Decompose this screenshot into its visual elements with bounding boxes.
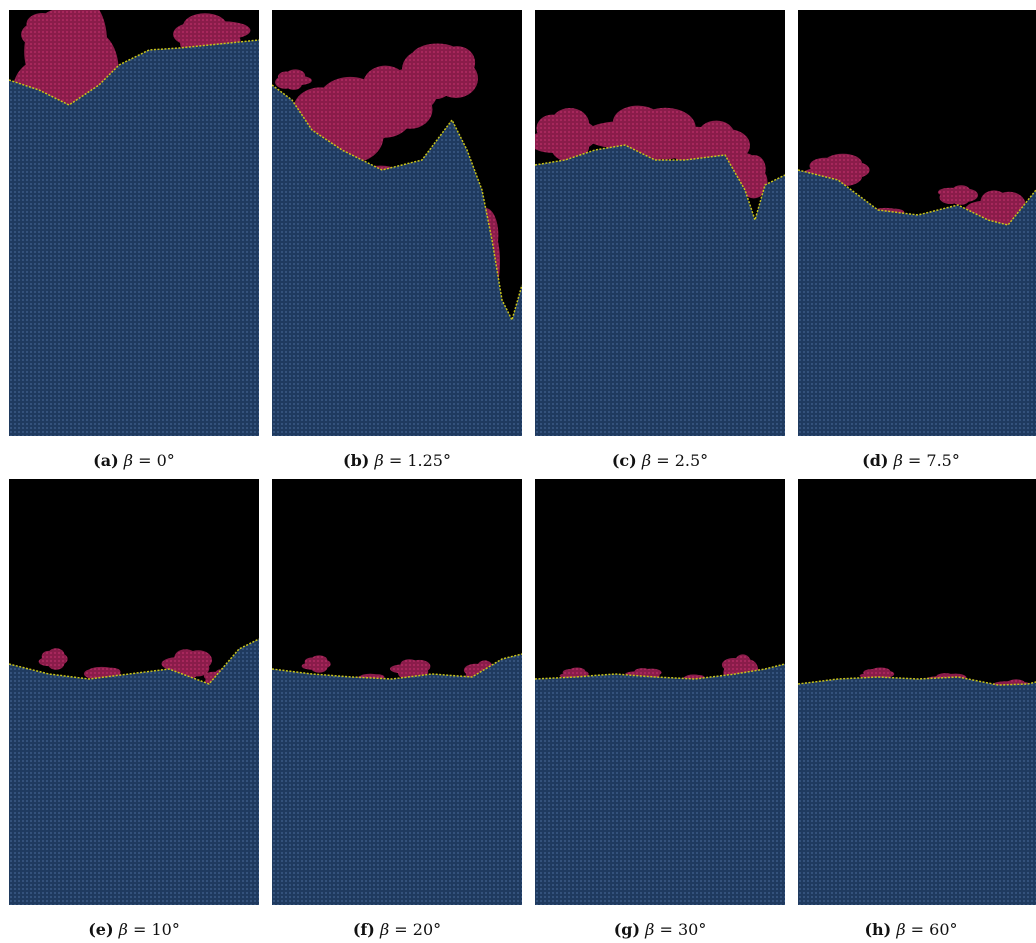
- interface-front: [272, 84, 522, 323]
- panel-b-image: [272, 10, 522, 436]
- panel-c-image: [535, 10, 785, 436]
- invaded-cluster: [870, 667, 891, 676]
- caption-h: (h) β = 60°: [864, 920, 958, 939]
- invaded-cluster: [641, 668, 662, 677]
- invaded-cluster: [956, 188, 978, 202]
- panel-f: [272, 479, 522, 905]
- invaded-cluster: [275, 75, 295, 89]
- invaded-cluster: [310, 655, 328, 666]
- caption-b: (b) β = 1.25°: [343, 451, 451, 470]
- invaded-cluster: [434, 59, 478, 98]
- solid-region: [9, 40, 259, 436]
- caption-c: (c) β = 2.5°: [611, 451, 709, 470]
- invaded-cluster: [21, 21, 60, 48]
- panel-d-image: [798, 10, 1036, 436]
- interface-front: [798, 676, 1036, 686]
- invaded-cluster: [408, 659, 431, 673]
- panel-e: [9, 479, 259, 905]
- solid-region: [798, 170, 1036, 436]
- panel-c: [535, 10, 785, 436]
- invaded-cluster: [550, 108, 590, 141]
- invaded-cluster: [47, 648, 65, 662]
- solid-region: [535, 664, 785, 905]
- interface-front: [272, 653, 522, 680]
- interface-front: [535, 663, 785, 680]
- solid-region: [272, 654, 522, 905]
- panel-a: [9, 10, 259, 436]
- interface-front: [798, 169, 1036, 226]
- invaded-cluster: [823, 153, 863, 174]
- interface-front: [9, 39, 259, 106]
- panel-a-image: [9, 10, 259, 436]
- solid-region: [535, 145, 785, 436]
- invaded-cluster: [568, 667, 586, 676]
- solid-region: [272, 85, 522, 436]
- panel-g-image: [535, 479, 785, 905]
- panel-f-image: [272, 479, 522, 905]
- caption-g: (g) β = 30°: [613, 920, 707, 939]
- solid-region: [798, 677, 1036, 905]
- interface-front: [535, 144, 785, 223]
- panel-g: [535, 479, 785, 905]
- invaded-cluster: [992, 191, 1026, 218]
- invaded-cluster: [184, 650, 212, 670]
- panel-e-image: [9, 479, 259, 905]
- panel-b: [272, 10, 522, 436]
- invaded-cluster: [739, 165, 768, 199]
- interface-front: [9, 638, 259, 685]
- caption-f: (f) β = 20°: [352, 920, 442, 939]
- panel-d: [798, 10, 1036, 436]
- caption-a: (a) β = 0°: [93, 451, 175, 470]
- panel-h-image: [798, 479, 1036, 905]
- panel-h: [798, 479, 1036, 905]
- caption-e: (e) β = 10°: [88, 920, 180, 939]
- solid-region: [9, 639, 259, 905]
- caption-d: (d) β = 7.5°: [862, 451, 960, 470]
